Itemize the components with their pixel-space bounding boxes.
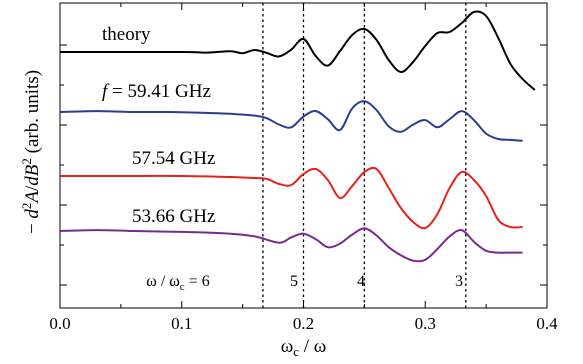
- harmonic-label: 5: [290, 273, 298, 290]
- x-tick-label: 0.0: [49, 314, 70, 333]
- harmonic-label: 3: [455, 273, 463, 290]
- x-tick-label: 0.3: [415, 314, 436, 333]
- y-axis-label: − d2A/dB2 (arb. units): [19, 70, 43, 234]
- series-group: [59, 10, 536, 263]
- harmonic-label: 4: [357, 273, 365, 290]
- harmonic-label: ω / ωc = 6: [146, 273, 209, 293]
- series-line: [59, 10, 536, 91]
- x-tick-label: 0.4: [536, 314, 558, 333]
- x-axis: 0.0 0.1 0.2 0.3 0.4 ωc / ω: [49, 3, 558, 359]
- series-label: theory: [102, 24, 151, 45]
- series-label: 53.66 GHz: [132, 206, 215, 227]
- series-label: f = 59.41 GHz: [102, 81, 211, 102]
- x-axis-label: ωc / ω: [281, 336, 327, 359]
- x-tick-label: 0.1: [171, 314, 192, 333]
- harmonic-lines: [262, 3, 467, 308]
- series-line: [59, 166, 523, 230]
- series-label: 57.54 GHz: [132, 148, 215, 169]
- labels: theory f = 59.41 GHz 57.54 GHz 53.66 GHz ω /…: [102, 24, 463, 293]
- series-line: [59, 227, 523, 263]
- x-tick-label: 0.2: [293, 314, 314, 333]
- series-line: [59, 100, 523, 142]
- y-axis: − d2A/dB2 (arb. units): [19, 44, 547, 286]
